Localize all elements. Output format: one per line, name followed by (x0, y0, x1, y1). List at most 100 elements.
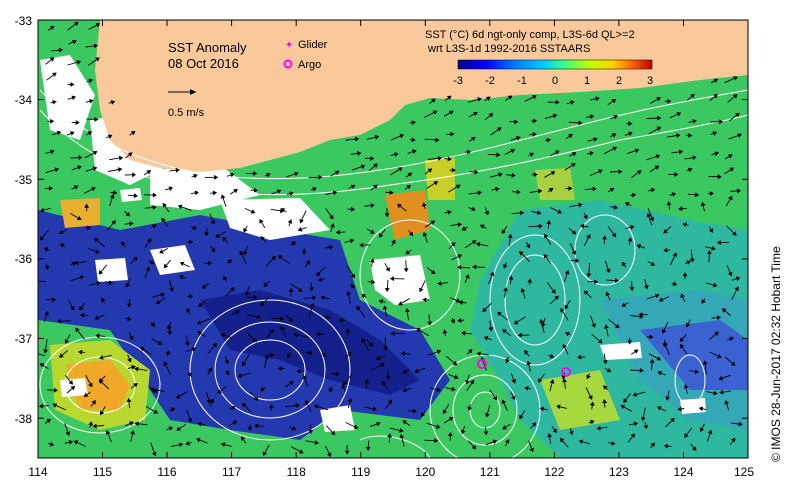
current-vector-head (212, 190, 218, 196)
current-vector-head (68, 439, 74, 445)
current-vector-head (473, 111, 478, 117)
current-vector-head (596, 425, 601, 431)
current-vector-head (146, 237, 152, 243)
current-vector-head (447, 432, 453, 437)
current-vector-head (88, 421, 94, 426)
current-vector-head (621, 302, 627, 307)
current-vector-head (163, 263, 169, 269)
current-vector-head (175, 167, 180, 173)
current-vector-head (230, 406, 236, 411)
current-vector-head (308, 430, 314, 435)
current-vector-head (575, 258, 580, 264)
current-vector-head (100, 410, 105, 416)
current-vector-head (75, 327, 80, 333)
current-vector-head (54, 167, 60, 173)
x-tick-label: 120 (415, 465, 435, 479)
current-vector-head (385, 375, 391, 380)
current-vector-head (329, 214, 334, 220)
current-vector-head (687, 167, 693, 173)
current-vector-head (241, 402, 247, 408)
current-vector-head (320, 295, 325, 301)
current-vector-head (502, 425, 507, 430)
current-vector-head (564, 270, 570, 275)
current-vector-head (210, 247, 216, 253)
current-vector-head (373, 184, 378, 190)
current-vector-head (91, 187, 96, 192)
current-vector-head (277, 366, 282, 371)
current-vector-head (332, 190, 338, 196)
current-vector-head (474, 169, 479, 175)
current-vector-head (627, 340, 633, 345)
current-vector-head (732, 94, 738, 99)
current-vector-head (549, 353, 555, 359)
current-vector-head (654, 165, 660, 170)
current-vector-head (517, 332, 522, 338)
current-vector-head (483, 336, 489, 341)
current-vector-head (714, 331, 719, 337)
argo-float-2[interactable] (561, 367, 571, 377)
current-vector-head (519, 414, 524, 420)
current-vector-head (658, 297, 664, 302)
current-vector-head (618, 169, 623, 175)
current-vector-head (605, 291, 611, 297)
current-vector-head (161, 217, 166, 223)
current-vector-head (674, 172, 679, 177)
warm-eddy-west-core (65, 360, 130, 410)
current-vector-head (432, 110, 438, 115)
current-vector-head (87, 131, 93, 136)
current-vector-head (78, 155, 83, 161)
current-vector-head (532, 131, 537, 137)
argo-float-1[interactable] (477, 359, 487, 369)
current-vector-head (679, 337, 685, 343)
current-vector-head (685, 322, 691, 328)
current-vector-head (586, 374, 591, 380)
current-vector-head (613, 204, 619, 210)
colorbar-tick-label: -1 (517, 75, 527, 87)
current-vector-head (716, 240, 721, 245)
current-vector-head (152, 205, 157, 210)
current-vector-head (370, 203, 375, 208)
current-vector-head (166, 324, 172, 329)
current-vector-head (391, 239, 396, 245)
current-vector-head (605, 268, 611, 274)
colorbar-gradient (457, 59, 653, 70)
current-vector-head (630, 433, 635, 438)
current-vector-head (501, 229, 507, 235)
current-vector-head (451, 167, 457, 173)
current-vector-head (404, 308, 410, 313)
current-vector-head (318, 174, 323, 180)
current-vector-head (316, 271, 321, 277)
current-vector-head (692, 155, 697, 161)
current-vector-head (118, 155, 124, 161)
current-vector-head (291, 426, 297, 431)
current-vector-head (121, 241, 126, 247)
current-vector-head (657, 115, 662, 121)
current-vector-head (458, 300, 463, 305)
current-vector-head (537, 188, 543, 194)
current-vector-head (427, 321, 433, 326)
current-vector-head (288, 381, 294, 386)
current-vector-head (538, 377, 543, 383)
current-vector-head (682, 272, 688, 277)
current-vector-head (95, 333, 100, 339)
x-tick-label: 116 (157, 465, 176, 479)
current-vector-head (349, 238, 355, 244)
current-vector-head (105, 430, 111, 435)
current-vector-head (589, 151, 595, 156)
current-vector-head (96, 280, 101, 286)
current-vector-head (382, 346, 388, 351)
current-vector-head (690, 93, 695, 99)
current-vector-head (465, 379, 470, 385)
current-vector-head (131, 365, 136, 370)
current-vector-head (686, 260, 691, 265)
current-vector-head (524, 386, 529, 391)
glider-legend-icon: ✦ (285, 40, 293, 51)
current-vector-head (431, 98, 436, 103)
current-vector-head (133, 383, 138, 388)
current-vector-head (711, 245, 716, 251)
current-vector-head (288, 287, 294, 293)
current-vector-head (729, 167, 735, 172)
current-vector-head (110, 100, 116, 105)
current-vector-head (59, 353, 64, 358)
current-vector-head (498, 172, 503, 178)
